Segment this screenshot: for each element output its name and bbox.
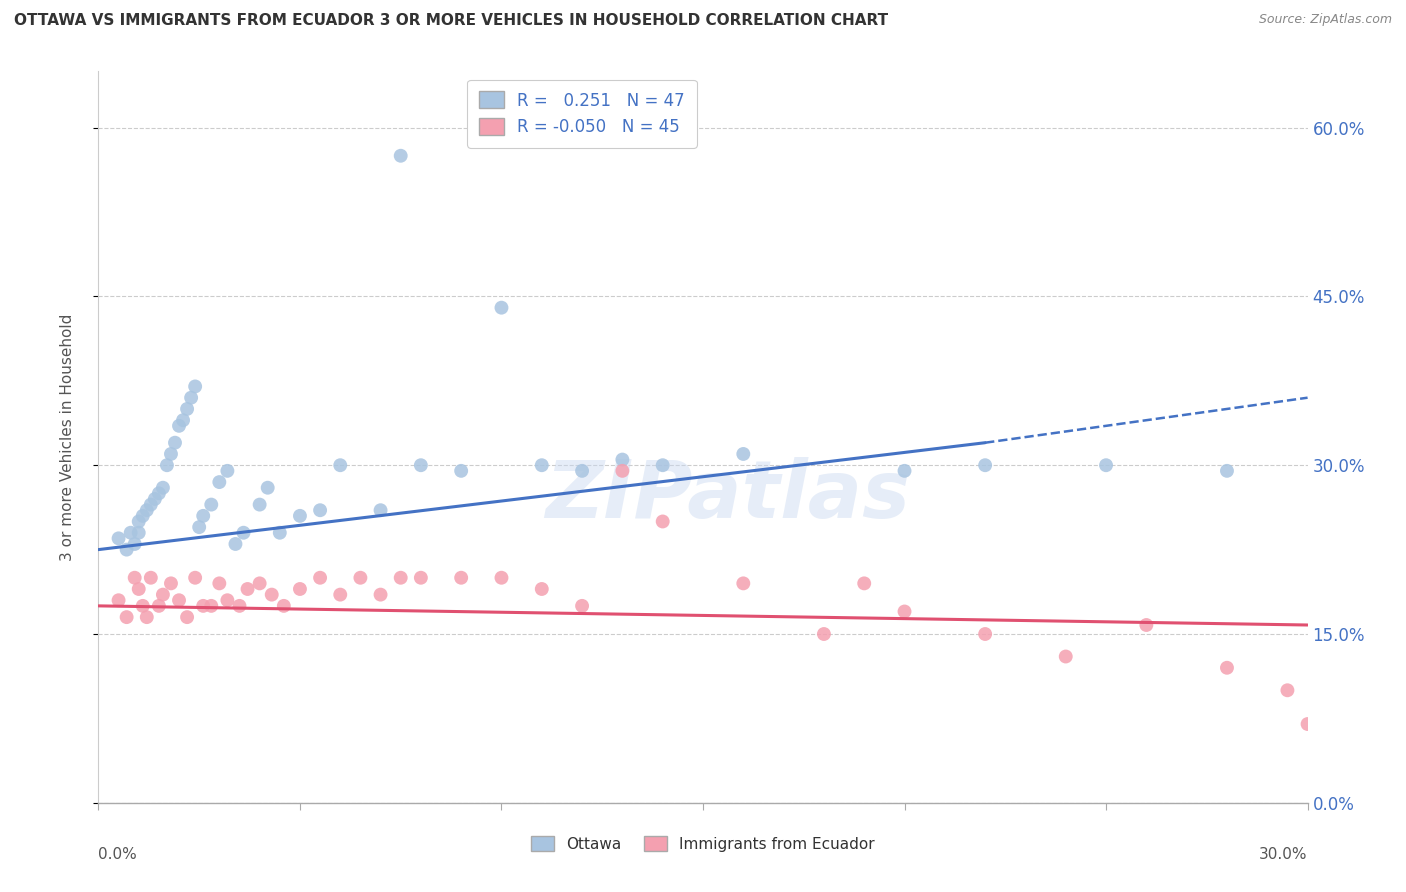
Point	[349, 571, 371, 585]
Point	[1277, 683, 1299, 698]
Point	[530, 458, 553, 473]
Point	[167, 418, 190, 433]
Text: OTTAWA VS IMMIGRANTS FROM ECUADOR 3 OR MORE VEHICLES IN HOUSEHOLD CORRELATION CH: OTTAWA VS IMMIGRANTS FROM ECUADOR 3 OR M…	[14, 13, 889, 29]
Point	[200, 599, 222, 613]
Point	[450, 571, 472, 585]
Point	[107, 593, 129, 607]
Point	[409, 571, 432, 585]
Text: 0.0%: 0.0%	[98, 847, 138, 862]
Point	[188, 520, 211, 534]
Point	[128, 582, 150, 596]
Point	[124, 537, 146, 551]
Point	[249, 498, 271, 512]
Point	[135, 610, 157, 624]
Point	[1216, 661, 1239, 675]
Point	[256, 481, 278, 495]
Point	[193, 508, 215, 523]
Point	[167, 593, 190, 607]
Point	[260, 588, 283, 602]
Point	[128, 525, 150, 540]
Point	[115, 610, 138, 624]
Point	[128, 515, 150, 529]
Point	[120, 525, 142, 540]
Point	[236, 582, 259, 596]
Point	[288, 508, 311, 523]
Point	[733, 576, 755, 591]
Point	[132, 599, 155, 613]
Point	[184, 571, 207, 585]
Point	[139, 571, 162, 585]
Point	[571, 464, 593, 478]
Point	[156, 458, 179, 473]
Y-axis label: 3 or more Vehicles in Household: 3 or more Vehicles in Household	[60, 313, 75, 561]
Text: ZIPatlas: ZIPatlas	[544, 457, 910, 534]
Point	[893, 605, 915, 619]
Point	[1135, 618, 1157, 632]
Point	[1054, 649, 1077, 664]
Point	[148, 486, 170, 500]
Point	[409, 458, 432, 473]
Point	[160, 447, 183, 461]
Point	[450, 464, 472, 478]
Point	[152, 588, 174, 602]
Point	[612, 464, 634, 478]
Point	[249, 576, 271, 591]
Point	[1095, 458, 1118, 473]
Point	[974, 627, 997, 641]
Point	[530, 582, 553, 596]
Point	[208, 475, 231, 489]
Point	[309, 503, 332, 517]
Point	[288, 582, 311, 596]
Point	[370, 588, 392, 602]
Point	[208, 576, 231, 591]
Point	[1296, 717, 1319, 731]
Point	[180, 391, 202, 405]
Point	[132, 508, 155, 523]
Point	[228, 599, 250, 613]
Point	[309, 571, 332, 585]
Point	[163, 435, 186, 450]
Point	[389, 149, 412, 163]
Point	[176, 610, 198, 624]
Point	[115, 542, 138, 557]
Point	[200, 498, 222, 512]
Point	[651, 458, 673, 473]
Point	[813, 627, 835, 641]
Point	[329, 458, 352, 473]
Point	[172, 413, 194, 427]
Point	[893, 464, 915, 478]
Point	[232, 525, 254, 540]
Point	[612, 452, 634, 467]
Point	[389, 571, 412, 585]
Point	[107, 532, 129, 546]
Point	[143, 491, 166, 506]
Point	[176, 401, 198, 416]
Point	[152, 481, 174, 495]
Point	[651, 515, 673, 529]
Point	[370, 503, 392, 517]
Point	[269, 525, 291, 540]
Point	[329, 588, 352, 602]
Point	[124, 571, 146, 585]
Point	[193, 599, 215, 613]
Point	[273, 599, 295, 613]
Point	[160, 576, 183, 591]
Text: 30.0%: 30.0%	[1260, 847, 1308, 862]
Point	[148, 599, 170, 613]
Point	[217, 593, 239, 607]
Point	[491, 571, 513, 585]
Point	[224, 537, 246, 551]
Point	[491, 301, 513, 315]
Point	[571, 599, 593, 613]
Point	[217, 464, 239, 478]
Legend: Ottawa, Immigrants from Ecuador: Ottawa, Immigrants from Ecuador	[522, 827, 884, 861]
Point	[1216, 464, 1239, 478]
Point	[974, 458, 997, 473]
Point	[139, 498, 162, 512]
Point	[733, 447, 755, 461]
Point	[184, 379, 207, 393]
Point	[853, 576, 876, 591]
Text: Source: ZipAtlas.com: Source: ZipAtlas.com	[1258, 13, 1392, 27]
Point	[135, 503, 157, 517]
